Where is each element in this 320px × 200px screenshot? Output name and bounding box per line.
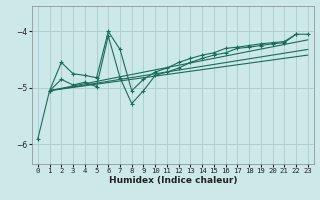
- X-axis label: Humidex (Indice chaleur): Humidex (Indice chaleur): [108, 176, 237, 185]
